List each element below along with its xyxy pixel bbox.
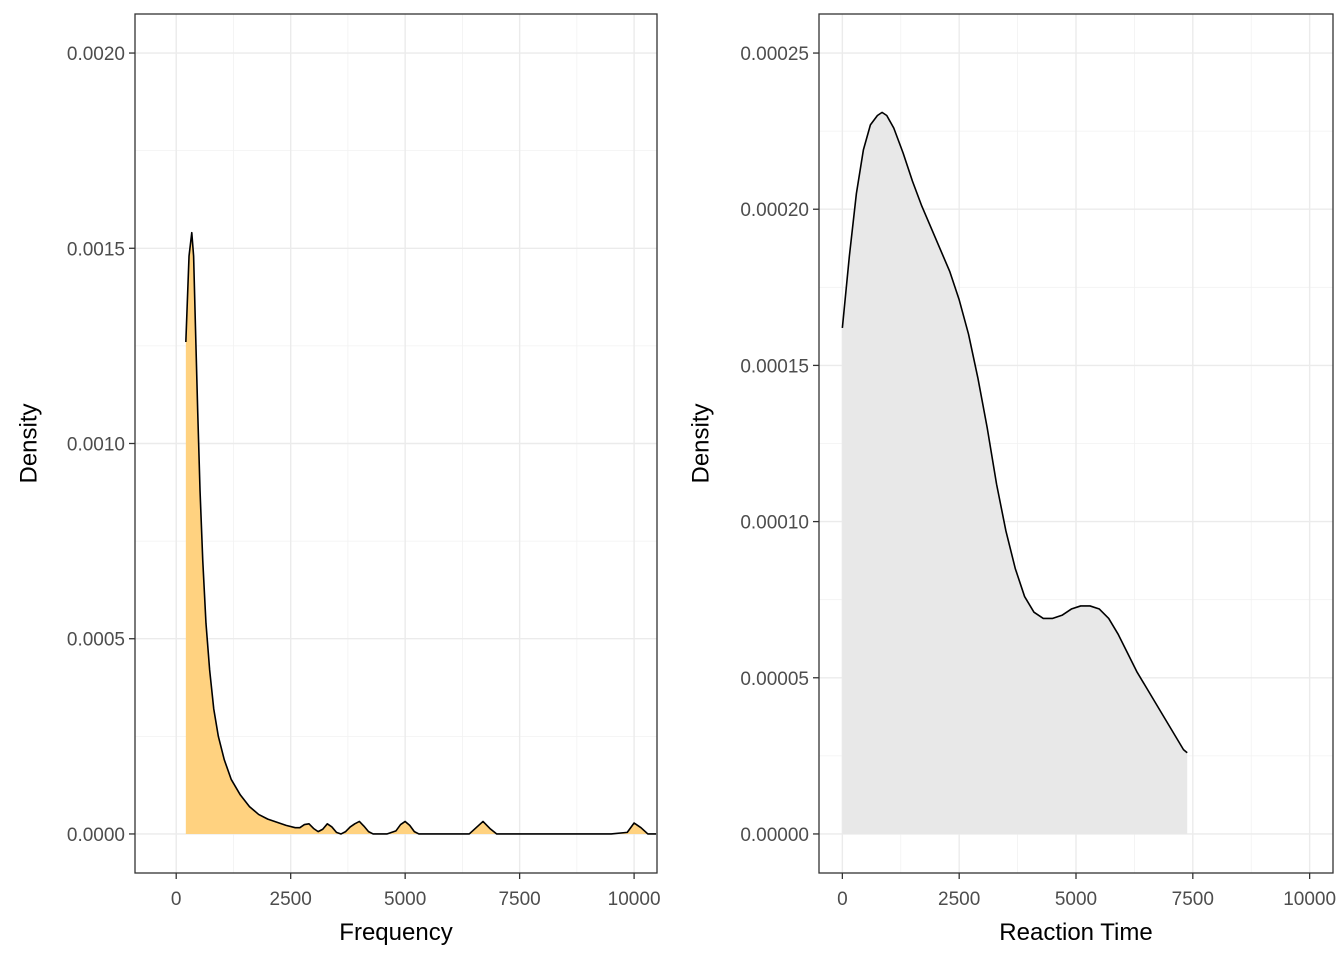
x-tick-label: 0 <box>171 889 182 910</box>
y-tick-label: 0.0015 <box>67 239 125 260</box>
y-tick-label: 0.00020 <box>740 200 809 221</box>
x-axis-title: Frequency <box>339 919 452 946</box>
frequency-density-area <box>185 232 657 834</box>
y-tick-label: 0.00000 <box>740 825 809 846</box>
x-tick-label: 5000 <box>1055 889 1097 910</box>
y-tick-label: 0.00005 <box>740 669 809 690</box>
frequency-density-line <box>185 231 657 835</box>
frequency-density-panel: 0 2500 5000 7500 10000 0.0000 0.0005 0.0010 0.00… <box>15 13 661 946</box>
y-tick-label: 0.00010 <box>740 513 809 534</box>
y-tick-label: 0.0005 <box>67 630 125 651</box>
x-tick-label: 10000 <box>1283 889 1336 910</box>
y-tick-label: 0.0020 <box>67 44 125 65</box>
x-tick-label: 7500 <box>1172 889 1214 910</box>
reaction-time-density-area <box>842 112 1188 834</box>
x-tick-label: 0 <box>837 889 848 910</box>
x-axis-title: Reaction Time <box>999 919 1152 946</box>
y-tick-label: 0.0010 <box>67 435 125 456</box>
x-tick-label: 10000 <box>608 889 661 910</box>
x-tick-label: 2500 <box>938 889 980 910</box>
y-tick-label: 0.0000 <box>67 825 125 846</box>
y-axis-title: Density <box>687 403 714 483</box>
x-tick-label: 7500 <box>498 889 540 910</box>
y-tick-label: 0.00015 <box>740 356 809 377</box>
y-axis-title: Density <box>15 403 42 483</box>
reaction-time-density-line <box>841 111 1188 754</box>
reaction-time-density-panel: 0 2500 5000 7500 10000 0.00000 0.00005 0.00010 0… <box>687 13 1336 946</box>
y-tick-label: 0.00025 <box>740 44 809 65</box>
x-tick-label: 2500 <box>270 889 312 910</box>
x-tick-label: 5000 <box>384 889 426 910</box>
